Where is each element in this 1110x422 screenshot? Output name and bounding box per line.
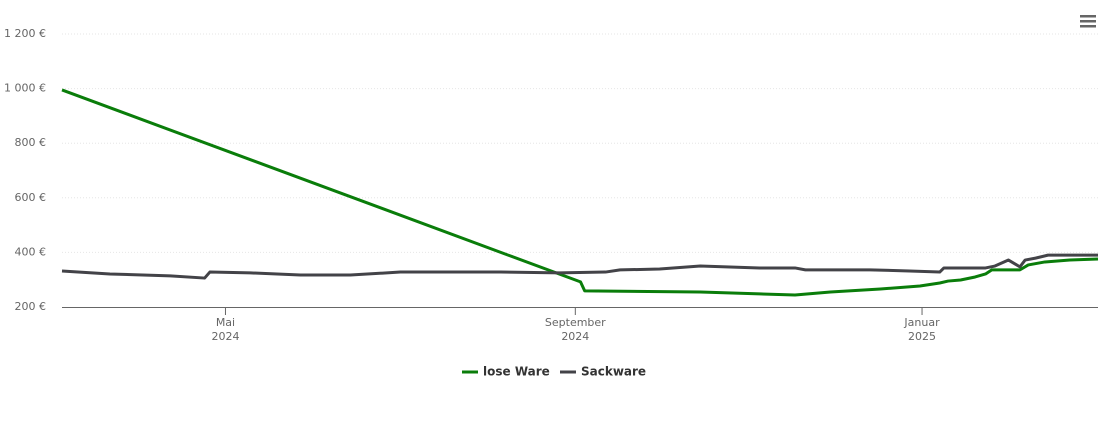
x-tick-label-line: Mai [216,316,235,329]
x-tick-label-line: September [545,316,606,329]
legend-item[interactable]: lose Ware [462,365,550,379]
y-tick-label: 400 € [15,245,47,258]
y-tick-label: 1 000 € [4,82,46,95]
y-tick-label: 200 € [15,300,47,313]
x-tick-label: September 2024 [545,316,606,343]
menu-bar [1080,25,1096,28]
menu-bar [1080,15,1096,18]
legend-text: lose Ware [483,365,550,379]
menu-button[interactable] [1080,15,1096,28]
y-tick-label: 600 € [15,191,47,204]
x-tick-label-line: 2024 [211,330,239,343]
x-tick-label: Januar 2025 [903,316,940,343]
menu-bar [1080,20,1096,23]
x-tick-label-line: 2024 [561,330,589,343]
legend-item[interactable]: Sackware [560,365,646,379]
y-tick-label: 1 200 € [4,27,46,40]
x-tick-label: Mai 2024 [211,316,239,343]
y-tick-label: 800 € [15,136,47,149]
line-series [61,253,1098,280]
line-series [61,88,1099,297]
x-tick-label-line: Januar [903,316,940,329]
legend-text: Sackware [581,365,646,379]
x-tick-label-line: 2025 [908,330,936,343]
